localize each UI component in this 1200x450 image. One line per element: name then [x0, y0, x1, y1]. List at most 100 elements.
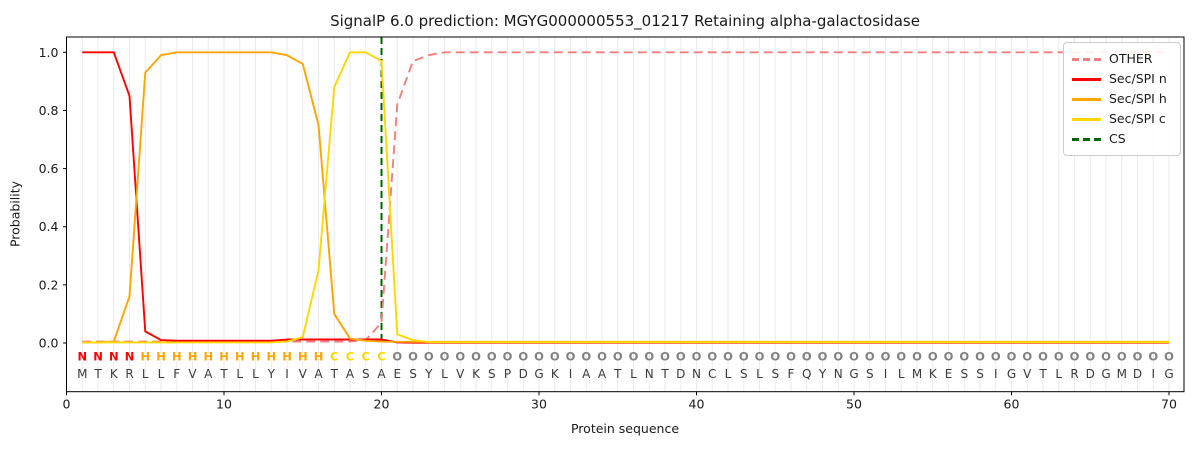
sequence-letter: M — [1117, 367, 1127, 381]
region-label: O — [581, 350, 591, 364]
sequence-letter: L — [236, 367, 243, 381]
region-label: O — [408, 350, 418, 364]
region-label: O — [991, 350, 1001, 364]
region-label: N — [93, 350, 103, 364]
sequence-letter: K — [551, 367, 560, 381]
sequence-letter: N — [645, 367, 654, 381]
series-other — [82, 51, 1169, 343]
sequence-letter: G — [1164, 367, 1173, 381]
sequence-letter: A — [582, 367, 591, 381]
sequence-letter: K — [110, 367, 119, 381]
sequence-letter: V — [299, 367, 308, 381]
region-label: O — [944, 350, 954, 364]
region-label: O — [928, 350, 938, 364]
sequence-letter: N — [692, 367, 701, 381]
sequence-letter: G — [849, 367, 858, 381]
region-label: O — [865, 350, 875, 364]
sequence-letter: S — [976, 367, 984, 381]
region-label: N — [125, 350, 135, 364]
region-label: O — [550, 350, 560, 364]
region-label: O — [1054, 350, 1064, 364]
y-tick-label: 0.8 — [39, 103, 59, 118]
sequence-letter: A — [314, 367, 323, 381]
sequence-letter: M — [77, 367, 87, 381]
region-label: O — [959, 350, 969, 364]
sequence-letter: L — [630, 367, 637, 381]
y-tick-label: 0.2 — [39, 277, 59, 292]
region-label: O — [786, 350, 796, 364]
legend-label: OTHER — [1109, 50, 1153, 66]
plot-border — [66, 36, 1185, 393]
sequence-letter: Q — [802, 367, 811, 381]
sequence-letter: D — [519, 367, 528, 381]
sequence-letter: L — [158, 367, 165, 381]
x-tick-label: 40 — [689, 397, 705, 412]
x-tick-label: 20 — [374, 397, 390, 412]
region-label: O — [881, 350, 891, 364]
sequence-letter: C — [708, 367, 716, 381]
sequence-letter: E — [945, 367, 953, 381]
region-label: O — [692, 350, 702, 364]
sequence-letter: E — [393, 367, 401, 381]
region-label: O — [455, 350, 465, 364]
sequence-letter: R — [125, 367, 133, 381]
region-label: O — [1007, 350, 1017, 364]
region-label: N — [109, 350, 119, 364]
legend-label: Sec/SPI n — [1109, 70, 1167, 86]
region-label: C — [346, 350, 354, 364]
sequence-letter: L — [1055, 367, 1062, 381]
region-label: H — [172, 350, 182, 364]
x-axis-label: Protein sequence — [570, 421, 680, 436]
sequence-letter: G — [1007, 367, 1016, 381]
legend-item-sec-spi-h: Sec/SPI h — [1072, 89, 1172, 109]
legend-line-sample-sec-spi-n — [1072, 77, 1101, 81]
x-tick-label: 10 — [216, 397, 232, 412]
region-label: O — [975, 350, 985, 364]
sequence-letter: T — [219, 367, 228, 381]
series-sec-spi-c — [82, 51, 1169, 344]
region-label: O — [896, 350, 906, 364]
sequence-letter: L — [252, 367, 259, 381]
region-label: O — [1022, 350, 1032, 364]
y-tick-label: 0.0 — [39, 336, 59, 351]
sequence-letter: I — [1151, 367, 1155, 381]
region-label: O — [912, 350, 922, 364]
sequence-letter: S — [409, 367, 417, 381]
sequence-letter: S — [960, 367, 968, 381]
region-label: O — [629, 350, 639, 364]
region-label: H — [314, 350, 324, 364]
region-label: O — [676, 350, 686, 364]
legend-label: Sec/SPI c — [1109, 110, 1166, 126]
region-label: H — [140, 350, 150, 364]
sequence-letter: I — [285, 367, 289, 381]
region-label: O — [1148, 350, 1158, 364]
sequence-letter: F — [788, 367, 795, 381]
region-label: H — [251, 350, 261, 364]
region-label: O — [613, 350, 623, 364]
region-label: O — [1038, 350, 1048, 364]
legend-label: Sec/SPI h — [1109, 90, 1167, 106]
x-tick-label: 30 — [531, 397, 547, 412]
region-label: H — [235, 350, 245, 364]
legend-item-sec-spi-c: Sec/SPI c — [1072, 109, 1172, 129]
sequence-letter: G — [534, 367, 543, 381]
x-tick-label: 50 — [846, 397, 862, 412]
region-label: H — [188, 350, 198, 364]
region-label: O — [802, 350, 812, 364]
sequence-letter: D — [676, 367, 685, 381]
y-tick-label: 0.4 — [39, 219, 59, 234]
sequence-letter: A — [377, 367, 386, 381]
sequence-letter: T — [93, 367, 102, 381]
sequence-letter: D — [1086, 367, 1095, 381]
region-label: O — [392, 350, 402, 364]
region-label: O — [440, 350, 450, 364]
region-label: O — [833, 350, 843, 364]
region-label: C — [362, 350, 370, 364]
region-label: O — [566, 350, 576, 364]
sequence-letter: M — [912, 367, 922, 381]
region-label: O — [770, 350, 780, 364]
sequence-letter: Y — [267, 367, 276, 381]
x-tick-label: 70 — [1161, 397, 1177, 412]
